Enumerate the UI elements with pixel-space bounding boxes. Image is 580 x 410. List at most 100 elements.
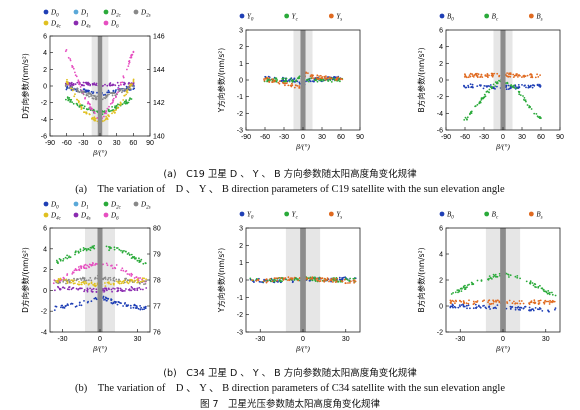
point-D2c	[122, 103, 124, 105]
point-B0	[555, 307, 557, 309]
point-D2c	[110, 247, 112, 249]
point-D2c	[86, 108, 88, 110]
point-Ys	[287, 85, 289, 87]
point-Bc	[520, 94, 522, 96]
point-D2c	[57, 261, 59, 263]
point-D4c	[88, 113, 90, 115]
point-Ys	[316, 77, 318, 79]
point-Bc	[524, 97, 526, 99]
point-D6	[127, 65, 129, 67]
y-tick-label: 0	[239, 278, 243, 285]
legend-marker-B0	[440, 14, 445, 19]
point-D0	[105, 300, 107, 302]
point-D2s	[76, 87, 78, 89]
point-D0	[130, 305, 132, 307]
point-D6	[112, 267, 114, 269]
point-D2c	[60, 260, 62, 262]
point-D0	[60, 307, 62, 309]
point-D2s	[83, 94, 85, 96]
legend-label-Bs: Bs	[536, 211, 542, 221]
eclipse-band	[98, 228, 103, 332]
point-Ys	[331, 78, 333, 80]
legend: D0 D1 D2c D2sD4c D4s D6	[44, 201, 151, 222]
point-Bc	[466, 286, 468, 288]
legend-label-Bs: Bs	[536, 13, 542, 23]
point-D2c	[73, 103, 75, 105]
point-Bs	[530, 73, 532, 75]
point-D2s	[65, 283, 67, 285]
point-Bs	[517, 303, 519, 305]
legend-label-D2s: D2s	[140, 201, 151, 211]
point-Ys	[271, 79, 273, 81]
point-Bc	[551, 292, 553, 294]
y-tick-label: -3	[237, 330, 243, 337]
point-D0	[87, 301, 89, 303]
point-Ys	[325, 75, 327, 77]
legend-label-D6: D6	[110, 212, 119, 222]
point-Ys	[257, 279, 259, 281]
point-D4c	[116, 281, 118, 283]
point-D2s	[113, 277, 115, 279]
x-axis-label: β/(°)	[295, 344, 310, 353]
point-D4c	[94, 116, 96, 118]
point-Bs	[512, 74, 514, 76]
point-D4c	[121, 282, 123, 284]
point-D2c	[116, 105, 118, 107]
point-D2c	[120, 250, 122, 252]
point-D4s	[125, 288, 127, 290]
point-Ys	[311, 276, 313, 278]
y-tick-label: 4	[439, 44, 443, 51]
point-D0	[145, 307, 147, 309]
point-D4c	[88, 284, 90, 286]
point-D2s	[84, 91, 86, 93]
point-D4c	[117, 107, 119, 109]
point-D2s	[93, 98, 95, 100]
point-Bc	[515, 276, 517, 278]
point-D6	[74, 72, 76, 74]
point-D2c	[129, 98, 131, 100]
point-D4s	[106, 85, 108, 87]
point-D6	[87, 101, 89, 103]
figure-title: 图 7 卫星光压参数随太阳高度角变化规律	[0, 396, 580, 410]
point-D0	[133, 307, 135, 309]
point-D2s	[145, 283, 147, 285]
point-D4c	[110, 283, 112, 285]
point-D6	[78, 81, 80, 83]
point-B0	[493, 307, 495, 309]
point-D4c	[143, 278, 145, 280]
y-tick-label: 2	[239, 44, 243, 51]
x-tick-label: -90	[241, 134, 251, 141]
point-Bs	[450, 300, 452, 302]
point-D6	[65, 50, 67, 52]
point-D0	[139, 305, 141, 307]
point-Bs	[491, 73, 493, 75]
x-tick-label: -90	[45, 140, 55, 147]
point-D6	[116, 264, 118, 266]
point-D2c	[86, 248, 88, 250]
legend-label-D2c: D2c	[110, 201, 122, 211]
point-Bc	[489, 89, 491, 91]
point-D2c	[110, 110, 112, 112]
point-D4s	[109, 85, 111, 87]
point-D4s	[117, 82, 119, 84]
y-tick-label: 0	[439, 304, 443, 311]
point-Bc	[555, 295, 557, 297]
caption-a-chinese: (a) C19 卫星 D 、 Y 、 B 方向参数随太阳高度角变化规律	[0, 166, 580, 180]
point-D2s	[114, 94, 116, 96]
legend-label-Ys: Ys	[336, 13, 342, 23]
point-Yc	[347, 279, 349, 281]
point-D6	[86, 267, 88, 269]
point-Bc	[527, 104, 529, 106]
point-D4c	[145, 278, 147, 280]
x-tick-label: 90	[356, 134, 364, 141]
point-Bc	[456, 289, 458, 291]
point-D2c	[65, 99, 67, 101]
point-B0	[529, 307, 531, 309]
point-D4s	[118, 85, 120, 87]
point-D4s	[95, 288, 97, 290]
y-axis-label: B方向参数/(nm/s²)	[416, 47, 426, 112]
point-B0	[524, 306, 526, 308]
point-Yc	[297, 77, 299, 79]
point-Bc	[494, 85, 496, 87]
point-D4s	[123, 82, 125, 84]
